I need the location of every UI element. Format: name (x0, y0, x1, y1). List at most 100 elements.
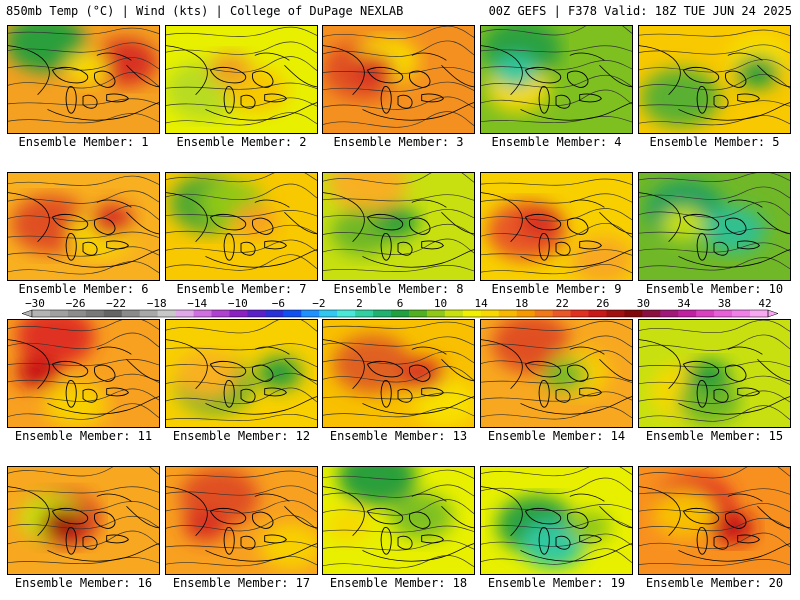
ensemble-member-map-5 (638, 25, 791, 134)
state-borders (639, 192, 790, 268)
colorbar-tick-label: 10 (434, 298, 447, 310)
contour-line (8, 231, 159, 239)
state-borders (639, 486, 790, 562)
contour-line (481, 178, 632, 186)
contour-line (323, 111, 474, 128)
colorbar-segment (696, 310, 715, 317)
colorbar-segment (408, 310, 428, 317)
state-borders (166, 192, 317, 268)
ensemble-member-map-1 (7, 25, 160, 134)
ensemble-member-map-7 (165, 172, 318, 281)
contour-line (639, 390, 790, 404)
contour-line (639, 503, 790, 514)
colorbar-segment (265, 310, 284, 317)
ensemble-member-map-18 (322, 466, 475, 575)
contour-line (639, 559, 790, 566)
colorbar-segment (624, 310, 643, 317)
contour-line (323, 469, 474, 480)
colorbar-tick-label: 34 (677, 298, 691, 310)
state-borders (166, 45, 317, 121)
contour-line (639, 44, 790, 55)
temperature-field (8, 320, 159, 427)
great-lakes-outline (209, 213, 287, 261)
colorbar-min-arrow (21, 309, 33, 318)
contour-line (166, 541, 317, 549)
contour-line (323, 96, 474, 110)
contour-line (323, 26, 474, 39)
ensemble-member-map-2 (165, 25, 318, 134)
great-lakes-outline (682, 66, 760, 114)
contour-line (323, 321, 474, 329)
colorbar-tick-label: −2 (312, 298, 325, 310)
contour-line (166, 320, 317, 334)
contour-line (8, 373, 159, 384)
colorbar-tick-label: 18 (515, 298, 528, 310)
ensemble-member-caption: Ensemble Member: 2 (176, 135, 307, 149)
colorbar-tick-label: 6 (397, 298, 404, 310)
contour-line (8, 175, 159, 186)
contour-line (8, 72, 159, 89)
contour-line (639, 59, 790, 73)
great-lakes-outline (209, 507, 287, 555)
ensemble-member-map-19 (480, 466, 633, 575)
temperature-field (166, 320, 317, 427)
great-lakes-outline (366, 360, 444, 408)
contour-line (481, 477, 632, 494)
contour-line (639, 257, 790, 271)
great-lakes-outline (682, 360, 760, 408)
colorbar-segment (426, 310, 446, 317)
temperature-field (481, 173, 632, 280)
state-borders (481, 45, 632, 121)
contour-line (481, 26, 632, 36)
run-valid-time: 00Z GEFS | F378 Valid: 18Z TUE JUN 24 20… (488, 4, 792, 18)
ensemble-member-caption: Ensemble Member: 17 (172, 576, 311, 590)
great-lakes-outline (51, 66, 129, 114)
contour-line (481, 548, 632, 565)
colorbar-segment (319, 310, 338, 317)
contour-line (639, 360, 790, 368)
state-borders (639, 45, 790, 121)
contour-line (8, 403, 159, 420)
ensemble-member-caption: Ensemble Member: 16 (14, 576, 153, 590)
contour-line (166, 210, 317, 217)
ensemble-member-map-13 (322, 319, 475, 428)
state-borders (481, 339, 632, 415)
colorbar-segment (642, 310, 661, 317)
colorbar-segment (301, 310, 320, 317)
contour-line (166, 56, 317, 73)
state-borders (166, 339, 317, 415)
contour-line (481, 335, 632, 349)
contour-line (481, 249, 632, 257)
ensemble-member-map-20 (638, 466, 791, 575)
contour-line (481, 223, 632, 240)
colorbar-tick-label: 42 (758, 298, 771, 310)
great-lakes-outline (524, 360, 602, 408)
ensemble-member-map-16 (7, 466, 160, 575)
contour-line (481, 518, 632, 529)
contour-line (8, 261, 159, 275)
ensemble-member-caption: Ensemble Member: 9 (491, 282, 622, 296)
contour-line (481, 504, 632, 511)
colorbar-segment (444, 310, 464, 317)
ensemble-member-map-15 (638, 319, 791, 428)
contour-line (166, 343, 317, 351)
colorbar-segment (498, 310, 517, 317)
contour-line (8, 27, 159, 35)
colorbar-segment (516, 310, 535, 317)
colorbar-segment (552, 310, 571, 317)
contour-line (323, 40, 474, 57)
ensemble-member-caption: Ensemble Member: 3 (333, 135, 464, 149)
colorbar-tick-label: −22 (106, 298, 126, 310)
contour-line (166, 470, 317, 478)
contour-line (639, 334, 790, 351)
contour-line (639, 74, 790, 91)
contour-line (166, 239, 317, 253)
colorbar-segment (175, 310, 194, 317)
contour-line (8, 57, 159, 71)
colorbar-segment (139, 310, 158, 317)
colorbar-segment (67, 310, 87, 317)
contour-line (639, 100, 790, 108)
colorbar-tick-label: 26 (596, 298, 609, 310)
colorbar-segment (211, 310, 230, 317)
contour-line (481, 264, 632, 275)
